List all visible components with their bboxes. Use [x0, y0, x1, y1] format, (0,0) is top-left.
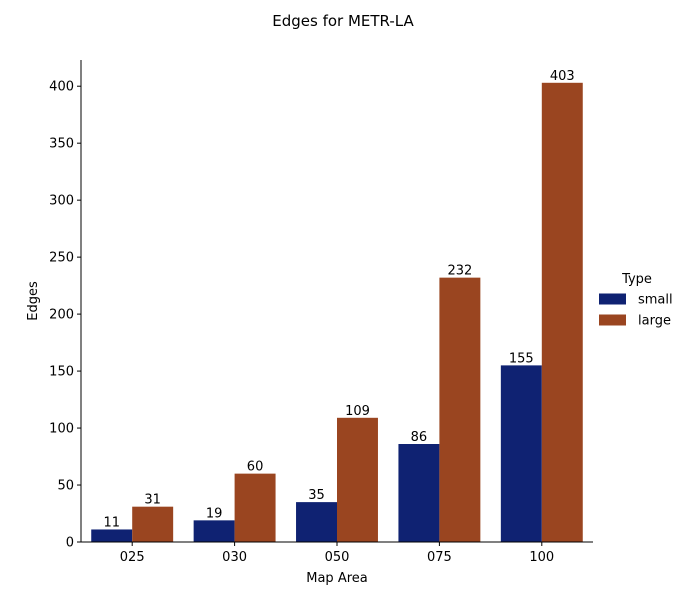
legend-title: Type [621, 272, 652, 287]
bar-small [91, 529, 133, 542]
bar-small [193, 520, 235, 542]
x-tick-label: 050 [325, 550, 350, 565]
bar-value-label: 35 [308, 488, 325, 503]
bar-value-label: 31 [144, 493, 161, 508]
bar-value-label: 60 [247, 460, 264, 475]
legend-swatch-large [599, 314, 626, 326]
bar-small [500, 365, 542, 542]
y-tick-label: 150 [49, 365, 74, 380]
bar-large [541, 82, 583, 542]
y-tick-label: 0 [66, 536, 74, 551]
bar-large [234, 473, 276, 542]
bar-small [398, 444, 440, 542]
plot-area: 11 31 19 60 35 109 86 232 155 403 [91, 69, 583, 542]
bar-small [296, 502, 337, 542]
legend-swatch-small [599, 293, 626, 305]
y-axis-label: Edges [26, 281, 41, 321]
bar-value-label: 86 [411, 430, 428, 445]
x-tick-label: 025 [120, 550, 145, 565]
y-tick-label: 50 [57, 479, 74, 494]
x-tick-label: 075 [427, 550, 452, 565]
y-tick-label: 400 [49, 80, 74, 95]
bar-large [337, 417, 378, 542]
y-tick-label: 350 [49, 137, 74, 152]
y-tick-label: 100 [49, 422, 74, 437]
bar-value-label: 11 [103, 515, 120, 530]
legend-label-small: small [638, 293, 673, 308]
x-tick-label: 030 [222, 550, 247, 565]
bar-large [439, 277, 481, 542]
bar-value-label: 232 [447, 264, 472, 279]
bar-value-label: 19 [206, 506, 223, 521]
y-tick-label: 300 [49, 194, 74, 209]
y-axis: 0 50 100 150 200 250 300 350 400 [49, 60, 82, 551]
legend-label-large: large [638, 314, 671, 329]
bar-large [132, 506, 174, 542]
x-axis-label: Map Area [306, 571, 367, 586]
x-axis: 025 030 050 075 100 [81, 541, 593, 565]
bar-value-label: 403 [550, 69, 575, 84]
y-tick-label: 250 [49, 251, 74, 266]
bar-value-label: 109 [345, 404, 370, 419]
chart-title: Edges for METR-LA [272, 12, 414, 30]
x-tick-label: 100 [529, 550, 554, 565]
legend: Type small large [599, 272, 673, 329]
y-tick-label: 200 [49, 308, 74, 323]
bar-value-label: 155 [509, 351, 534, 366]
